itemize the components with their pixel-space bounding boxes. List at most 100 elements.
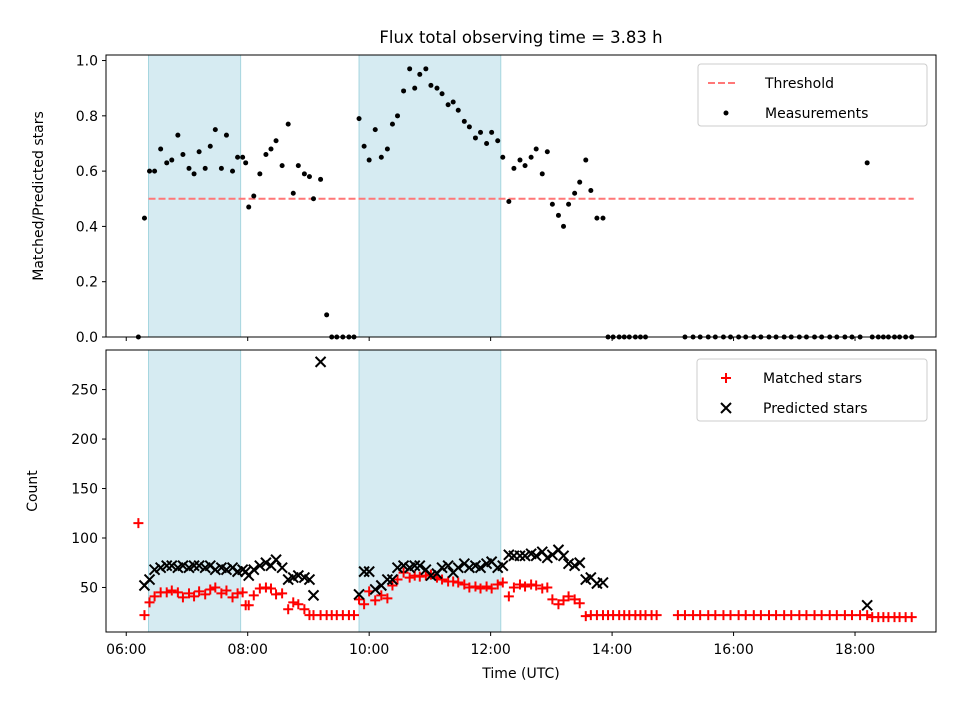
predicted-star-point [314, 356, 327, 368]
measurement-point [268, 146, 274, 152]
matched-star-point [184, 588, 194, 599]
predicted-star-point [369, 583, 381, 596]
measurement-point [169, 157, 175, 163]
x-tick-label: 06:00 [106, 642, 146, 658]
measurement-point [528, 154, 534, 160]
matched-star-point [569, 594, 580, 605]
measurement-point [290, 190, 296, 196]
measurement-point [401, 88, 407, 94]
matched-star-point [370, 595, 381, 606]
matched-star-point [177, 592, 188, 603]
measurement-point [257, 171, 263, 177]
matched-star-point [243, 600, 254, 611]
measurement-point [395, 113, 401, 119]
measurement-point [223, 132, 229, 138]
matched-star-point [404, 572, 415, 583]
measurement-point [158, 146, 164, 152]
matched-star-point [348, 610, 359, 621]
measurement-point [389, 121, 395, 127]
y-tick-label: 0.2 [76, 275, 98, 291]
bottom-panel: 50 100 150 200 250 06:00 08:00 10:00 12:00 14:00 1… [25, 349, 937, 682]
legend: Threshold Measurements [697, 63, 928, 127]
measurement-point [417, 71, 423, 77]
matched-star-point [558, 595, 569, 606]
shaded-interval [148, 349, 242, 633]
matched-star-point [531, 580, 542, 591]
legend-box [697, 63, 928, 127]
matched-star-point [862, 610, 873, 621]
measurement-point [423, 66, 429, 72]
matched-star-point [237, 587, 248, 598]
matched-star-point [248, 590, 259, 601]
measurement-point [218, 165, 224, 171]
measurement-point [533, 146, 539, 152]
measurement-point [147, 168, 153, 174]
measurement-point [594, 215, 600, 221]
measurement-point [517, 157, 523, 163]
matched-star-point [475, 583, 486, 594]
matched-star-point [265, 583, 276, 594]
legend-label: Matched stars [763, 371, 862, 387]
predicted-star-point [254, 559, 266, 572]
y-tick-label: 0.8 [76, 109, 98, 125]
measurement-point [311, 196, 316, 202]
measurement-point [212, 127, 218, 133]
measurement-point [164, 160, 170, 166]
measurement-point [439, 91, 445, 97]
axes-frame [105, 54, 937, 338]
matched-star-point [216, 588, 227, 599]
predicted-star-point [474, 561, 487, 574]
y-tick-label: 200 [71, 432, 98, 448]
legend-predicted-swatch [720, 402, 732, 414]
measurement-point [243, 160, 249, 166]
matched-star-point [547, 594, 558, 605]
x-tick-label: 18:00 [835, 642, 875, 658]
measurement-point [511, 165, 517, 171]
matched-star-point [486, 583, 497, 594]
measurement-point [263, 152, 269, 158]
measurement-point [600, 215, 606, 221]
matched-star-point [172, 587, 183, 598]
measurement-point [141, 215, 147, 221]
measurement-point [175, 132, 181, 138]
predicted-star-point [597, 576, 609, 589]
measurement-point [361, 143, 367, 149]
measurement-point [549, 201, 555, 207]
predicted-star-point [270, 554, 282, 566]
matched-star-point [553, 599, 564, 610]
matched-star-point [398, 567, 409, 578]
predicted-star-point [409, 559, 421, 572]
legend-box [696, 358, 928, 422]
predicted-star-point [188, 559, 200, 572]
matched-star-point [139, 610, 150, 621]
measurement-point [583, 157, 589, 163]
predicted-star-point [353, 588, 365, 601]
matched-star-point [277, 588, 288, 599]
measurement-point [407, 66, 413, 72]
measurement-point [196, 149, 202, 155]
matched-star-point [481, 581, 492, 592]
measurement-point [445, 102, 451, 108]
measurement-point [522, 163, 528, 169]
measurement-point [461, 118, 467, 124]
measurement-point [285, 121, 291, 127]
matched-star-point [520, 581, 531, 592]
predicted-star-point [386, 573, 399, 586]
predicted-star-point [143, 573, 156, 586]
measurement-point [324, 312, 330, 318]
measurement-point [428, 82, 434, 88]
legend-label: Predicted stars [763, 401, 868, 417]
measurement-point [412, 85, 418, 91]
predicted-star-point [530, 550, 542, 562]
shaded-interval [148, 54, 242, 338]
measurement-point [356, 116, 362, 122]
top-panel: 0.0 0.2 0.4 0.6 0.8 1.0 Matched/Predicted star… [31, 54, 937, 346]
matched-star-point [470, 581, 481, 592]
predicted-star-point [414, 559, 426, 572]
measurement-point [466, 124, 472, 130]
measurement-point [366, 157, 372, 163]
measurement-point [566, 201, 572, 207]
measurement-point [202, 165, 208, 171]
measurement-point [301, 171, 307, 177]
